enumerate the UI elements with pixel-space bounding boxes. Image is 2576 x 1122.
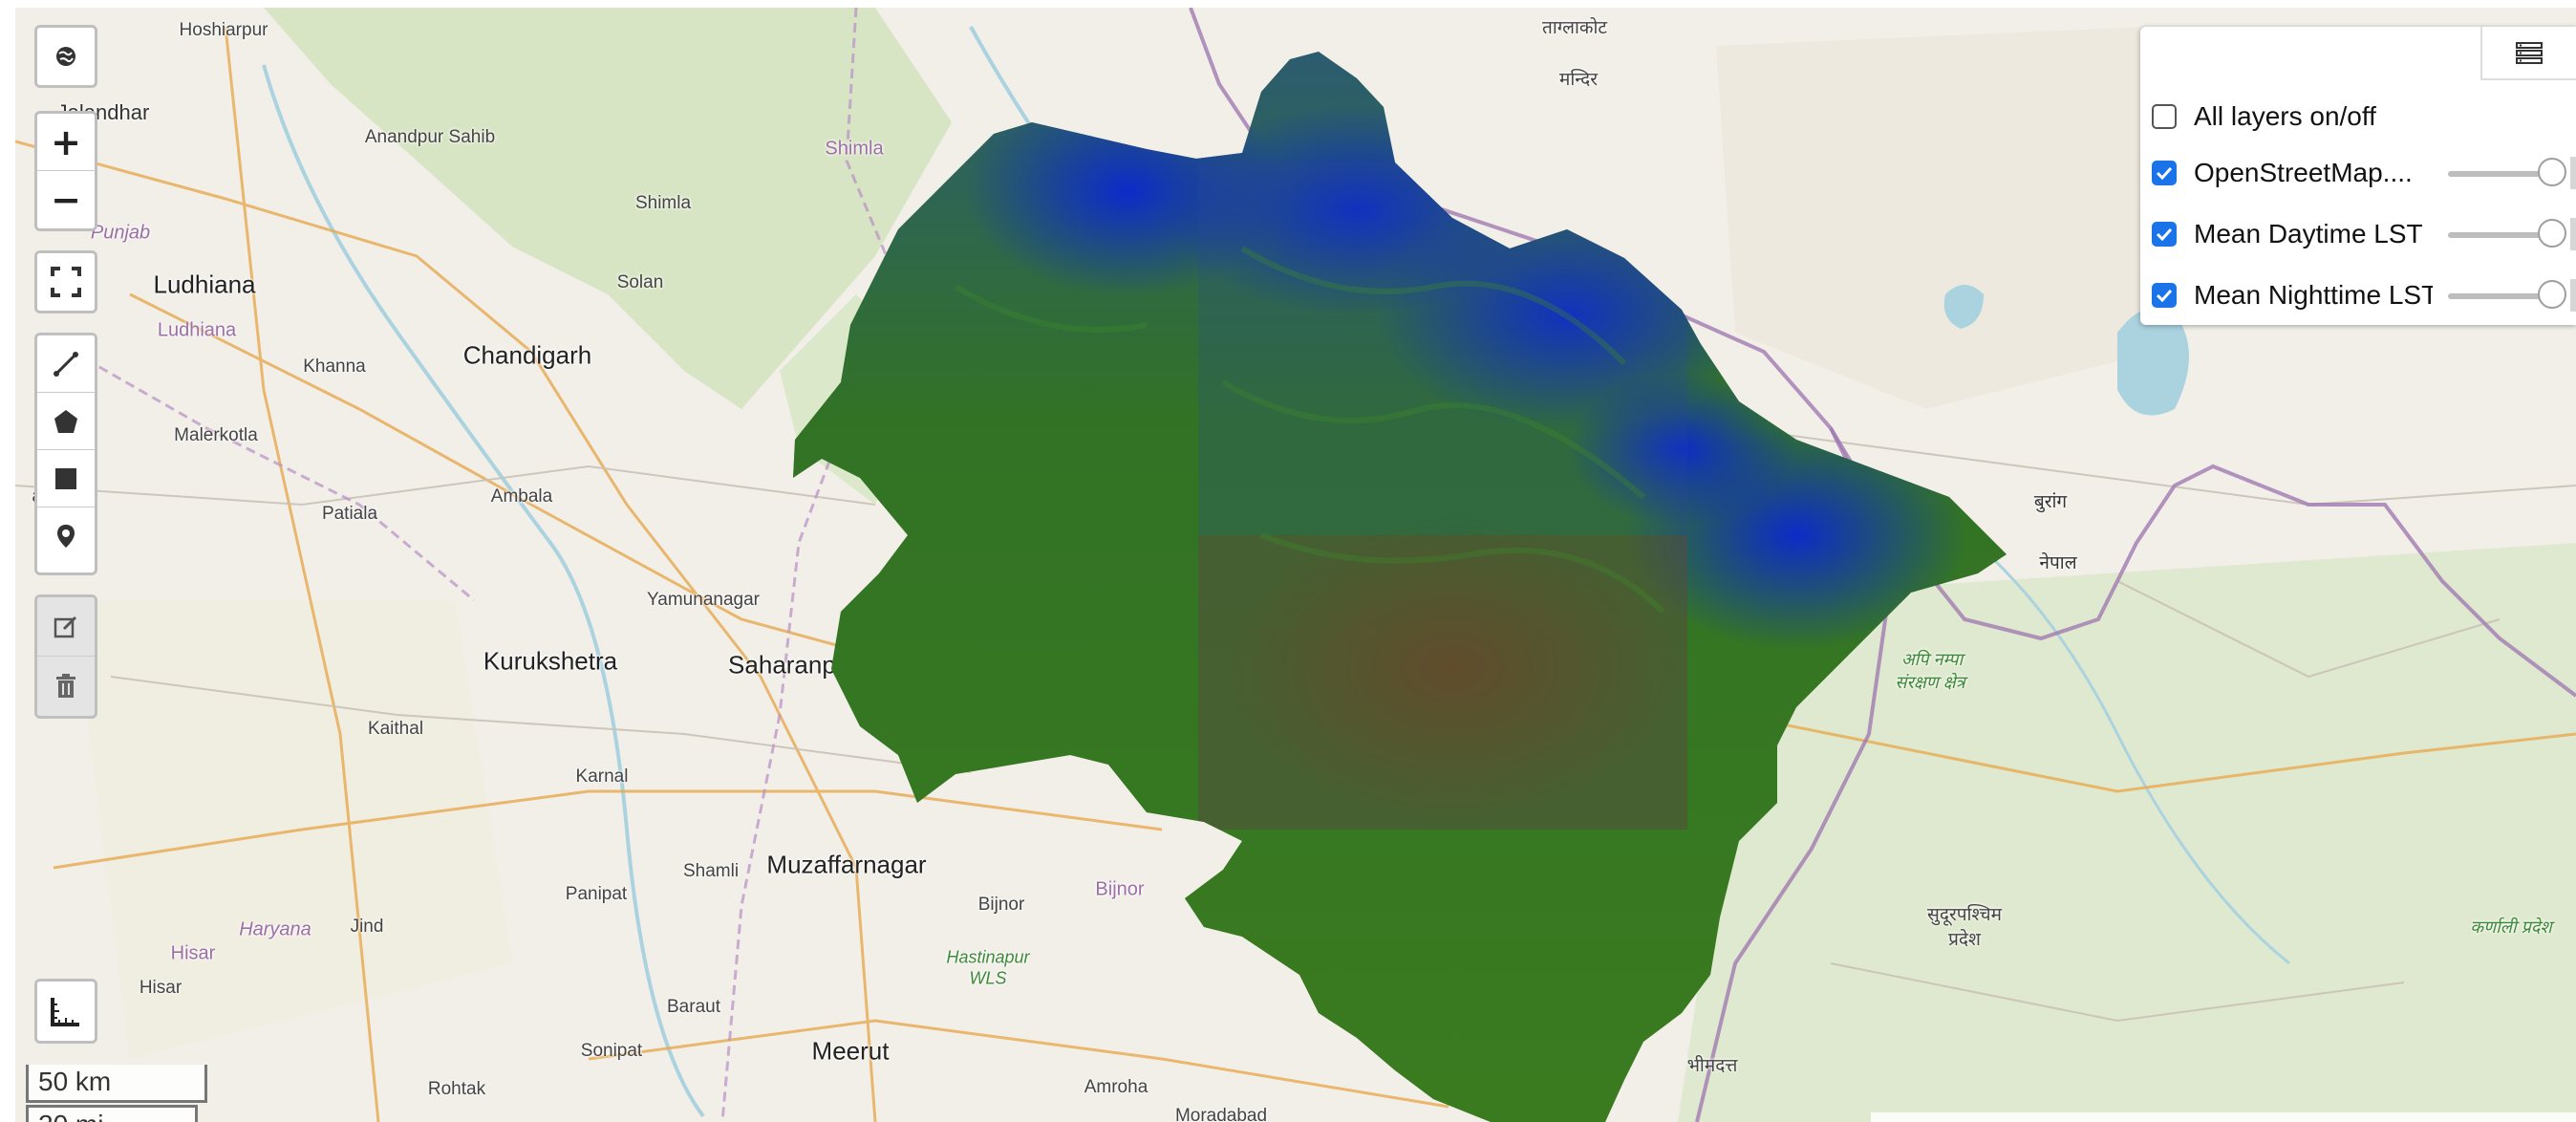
fullscreen-button[interactable] [37,253,95,311]
slider-thumb[interactable] [2538,280,2566,309]
slider-track [2448,293,2559,299]
state-border [720,8,896,1122]
layer-label-daytime-lst: Mean Daytime LST [2194,219,2423,248]
measure-control[interactable] [34,979,97,1044]
slider-thumb[interactable] [2538,158,2566,186]
checkmark-icon [2156,227,2173,241]
layer-checkbox-daytime-lst[interactable] [2152,222,2177,247]
slider-thumb[interactable] [2538,219,2566,248]
layer-checkbox-openstreetmap[interactable] [2152,161,2177,185]
trash-icon [56,674,75,698]
layer-panel-toggle-button[interactable] [2480,27,2576,80]
hill-forest-area [264,8,952,409]
layer-row-daytime-lst[interactable]: Mean Daytime LST [2152,213,2576,255]
lake [1943,285,1984,329]
scale-imperial: 20 mi [26,1105,198,1122]
road-network [15,26,2576,1122]
minus-icon: − [51,179,81,221]
slider-track [2448,171,2559,177]
scale-metric: 50 km [26,1065,207,1103]
river [262,64,705,1118]
zoom-control[interactable]: + − [34,111,97,231]
attribution-bar [1871,1112,2576,1122]
zoom-out-button[interactable]: − [37,171,95,228]
slider-track [2448,232,2559,238]
draw-toolbar[interactable] [34,333,97,575]
polygon-icon [54,409,77,433]
edit-icon [54,615,77,637]
layer-label-nighttime-lst: Mean Nighttime LST [2194,280,2433,310]
opacity-slider-daytime-lst[interactable] [2448,218,2566,250]
delete-layers-button[interactable] [37,657,95,716]
draw-rectangle-button[interactable] [37,450,95,507]
draw-marker-button[interactable] [37,507,95,565]
row-edge [2570,157,2576,189]
edit-toolbar[interactable] [34,594,97,719]
layers-icon [2516,42,2543,64]
minor-roads [15,427,2576,1023]
basemap-control[interactable] [34,25,97,88]
checkmark-icon [2156,289,2173,302]
checkmark-icon [2156,166,2173,180]
measure-button[interactable] [37,982,95,1041]
layer-label-openstreetmap: OpenStreetMap.... [2194,158,2413,187]
ruler-icon [51,998,79,1026]
fullscreen-control[interactable] [34,250,97,313]
row-edge [2570,218,2576,250]
globe-icon[interactable] [37,28,95,85]
layer-control-panel: All layers on/off OpenStreetMap.... Mean… [2140,27,2576,325]
draw-polyline-button[interactable] [37,335,95,393]
tibet-plateau-area [1716,27,2156,409]
opacity-slider-openstreetmap[interactable] [2448,157,2566,189]
plus-icon: + [51,120,81,163]
all-layers-checkbox[interactable] [2152,104,2177,129]
opacity-slider-nighttime-lst[interactable] [2448,279,2566,312]
rectangle-icon [55,467,76,489]
state-border [72,350,475,602]
draw-polygon-button[interactable] [37,393,95,450]
layer-row-openstreetmap[interactable]: OpenStreetMap.... [2152,152,2576,194]
row-edge [2570,279,2576,312]
layer-row-all[interactable]: All layers on/off [2152,96,2576,138]
fullscreen-icon [51,267,81,297]
lake [2117,307,2189,416]
layer-row-nighttime-lst[interactable]: Mean Nighttime LST [2152,274,2576,316]
polyline-icon [54,351,78,377]
all-layers-label: All layers on/off [2194,101,2376,131]
layer-checkbox-nighttime-lst[interactable] [2152,283,2177,308]
edit-layers-button[interactable] [37,597,95,657]
zoom-in-button[interactable]: + [37,114,95,171]
marker-icon [57,525,75,548]
